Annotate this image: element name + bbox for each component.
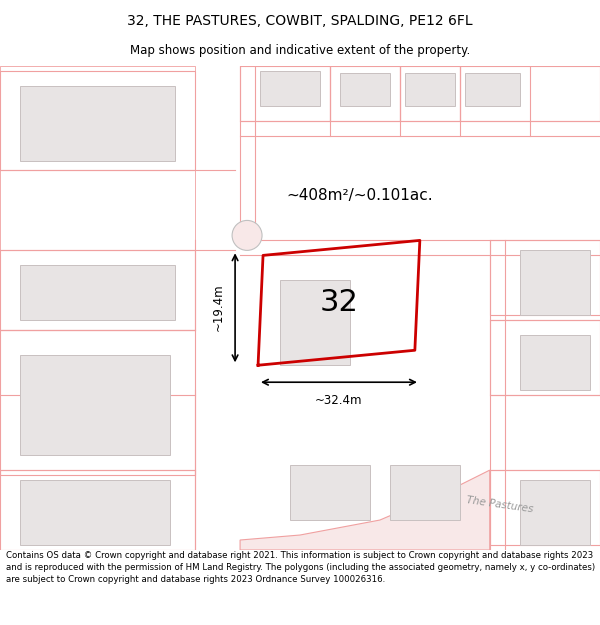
Bar: [1, 71, 195, 171]
Bar: [20, 266, 175, 320]
Bar: [240, 66, 330, 121]
Bar: [520, 480, 590, 545]
Text: 32, THE PASTURES, COWBIT, SPALDING, PE12 6FL: 32, THE PASTURES, COWBIT, SPALDING, PE12…: [127, 14, 473, 28]
Text: The Pastures: The Pastures: [466, 496, 534, 515]
Bar: [1, 470, 195, 550]
Bar: [280, 281, 350, 365]
Text: 32: 32: [320, 288, 358, 318]
Text: Contains OS data © Crown copyright and database right 2021. This information is : Contains OS data © Crown copyright and d…: [6, 551, 595, 584]
Bar: [465, 72, 520, 106]
Text: ~408m²/~0.101ac.: ~408m²/~0.101ac.: [287, 188, 433, 203]
Bar: [490, 470, 599, 545]
Bar: [1, 251, 195, 330]
Bar: [290, 465, 370, 520]
Bar: [460, 66, 599, 121]
Bar: [520, 251, 590, 315]
Text: ~19.4m: ~19.4m: [212, 284, 224, 331]
Polygon shape: [240, 470, 490, 550]
Bar: [20, 480, 170, 545]
Text: ~32.4m: ~32.4m: [315, 394, 362, 407]
Bar: [340, 72, 390, 106]
Bar: [260, 71, 320, 106]
Text: Map shows position and indicative extent of the property.: Map shows position and indicative extent…: [130, 44, 470, 58]
Circle shape: [232, 221, 262, 251]
Bar: [400, 66, 460, 121]
Bar: [490, 320, 599, 395]
Bar: [20, 355, 170, 455]
Bar: [405, 72, 455, 106]
Bar: [20, 86, 175, 161]
Bar: [1, 330, 195, 475]
Bar: [520, 335, 590, 390]
Bar: [390, 465, 460, 520]
Bar: [330, 66, 400, 121]
Bar: [490, 241, 599, 315]
